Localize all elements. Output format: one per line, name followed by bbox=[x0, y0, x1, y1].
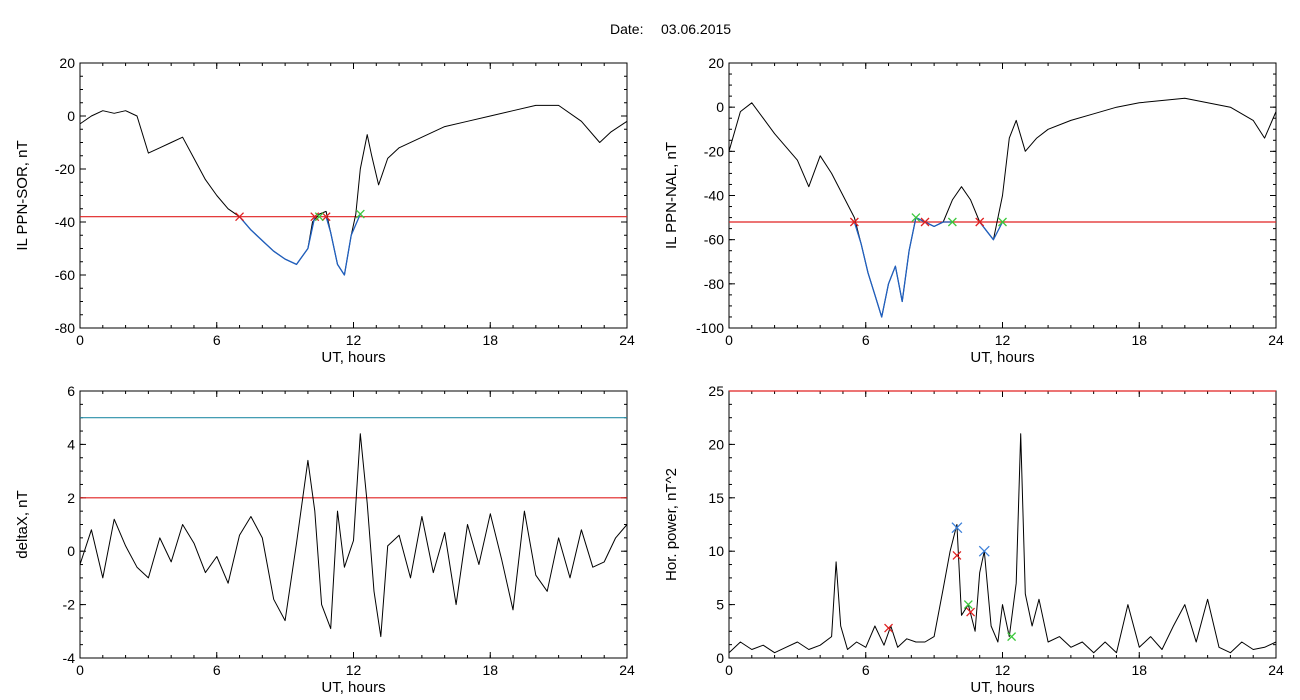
x-tick-label: 24 bbox=[619, 332, 635, 348]
x-tick-label: 12 bbox=[995, 662, 1011, 678]
event-segment-line bbox=[239, 216, 316, 266]
figure-header: Date: 03.06.2015 bbox=[610, 21, 731, 37]
x-tick-label: 0 bbox=[76, 332, 84, 348]
x-tick-label: 24 bbox=[619, 662, 635, 678]
chart-deltax: 0 6 12 18 24 6 4 2 0 -2 -4 UT, hours deltaX, nT bbox=[14, 383, 635, 696]
y-tick-label: 15 bbox=[708, 490, 724, 506]
plot-frame bbox=[79, 62, 628, 329]
x-tick-label: 18 bbox=[1131, 662, 1147, 678]
date-label: Date: bbox=[610, 21, 643, 37]
event-peak-marker bbox=[951, 522, 963, 534]
y-axis-label: deltaX, nT bbox=[14, 490, 31, 558]
chart-ppn-nal: 0 6 12 18 24 20 0 -20 -40 -60 -80 -100 UT, hours IL P… bbox=[663, 55, 1284, 366]
y-tick-label: 25 bbox=[708, 383, 724, 399]
x-tick-label: 24 bbox=[1268, 662, 1284, 678]
event-start-marker bbox=[966, 607, 976, 617]
event-end-marker bbox=[963, 600, 973, 610]
y-tick-label: 20 bbox=[59, 55, 75, 71]
y-tick-label: -60 bbox=[704, 232, 724, 248]
event-end-marker bbox=[911, 213, 921, 223]
y-tick-label: -4 bbox=[63, 650, 76, 666]
event-segment-line bbox=[924, 221, 953, 228]
series-line bbox=[728, 433, 1277, 654]
x-tick-label: 6 bbox=[213, 662, 221, 678]
y-tick-label: 2 bbox=[67, 490, 75, 506]
x-tick-label: 6 bbox=[862, 332, 870, 348]
x-tick-label: 6 bbox=[862, 662, 870, 678]
chart-hor-power: 0 6 12 18 24 25 20 15 10 5 0 UT, hours Hor. power, n… bbox=[663, 383, 1284, 696]
y-tick-label: -100 bbox=[696, 320, 724, 336]
event-start-marker bbox=[235, 212, 245, 222]
x-tick-label: 24 bbox=[1268, 332, 1284, 348]
y-tick-label: -60 bbox=[55, 267, 75, 283]
event-end-marker bbox=[998, 217, 1007, 227]
y-tick-label: -80 bbox=[55, 320, 75, 336]
event-start-marker bbox=[884, 623, 894, 633]
y-axis-label: IL PPN-SOR, nT bbox=[14, 140, 31, 250]
event-segment-line bbox=[325, 213, 361, 276]
y-axis-label: IL PPN-NAL, nT bbox=[663, 142, 680, 249]
event-segment-line bbox=[979, 221, 1004, 241]
y-tick-label: -40 bbox=[704, 188, 724, 204]
x-tick-label: 12 bbox=[995, 332, 1011, 348]
x-tick-label: 6 bbox=[213, 332, 221, 348]
y-tick-label: -20 bbox=[55, 161, 75, 177]
event-end-marker bbox=[1007, 632, 1017, 642]
plot-frame bbox=[79, 390, 628, 659]
y-tick-label: -40 bbox=[55, 214, 75, 230]
event-start-marker bbox=[321, 212, 331, 222]
y-tick-label: 0 bbox=[67, 108, 75, 124]
y-tick-label: 20 bbox=[708, 436, 724, 452]
event-end-marker bbox=[355, 209, 365, 219]
x-tick-label: 18 bbox=[1131, 332, 1147, 348]
series-line bbox=[728, 97, 1277, 318]
y-tick-label: -80 bbox=[704, 276, 724, 292]
y-tick-label: 5 bbox=[716, 597, 724, 613]
event-start-marker bbox=[849, 217, 859, 227]
event-peak-marker bbox=[978, 545, 990, 557]
y-tick-label: 0 bbox=[67, 543, 75, 559]
chart-ppn-sor: 0 6 12 18 24 20 0 -20 -40 -60 -80 UT, hours IL PPN-S… bbox=[14, 55, 635, 366]
event-end-marker bbox=[314, 212, 324, 222]
y-tick-label: 0 bbox=[716, 99, 724, 115]
y-tick-label: 10 bbox=[708, 543, 724, 559]
y-tick-label: -20 bbox=[704, 143, 724, 159]
x-axis-label: UT, hours bbox=[321, 349, 385, 366]
y-tick-label: 20 bbox=[708, 55, 724, 71]
x-tick-label: 0 bbox=[725, 662, 733, 678]
y-axis-label: Hor. power, nT^2 bbox=[663, 468, 680, 581]
x-tick-label: 12 bbox=[346, 662, 362, 678]
plot-frame bbox=[728, 390, 1277, 659]
series-line bbox=[79, 433, 628, 638]
y-tick-label: 0 bbox=[716, 650, 724, 666]
date-value: 03.06.2015 bbox=[661, 21, 731, 37]
x-tick-label: 18 bbox=[482, 332, 498, 348]
x-axis-label: UT, hours bbox=[970, 349, 1034, 366]
event-end-marker bbox=[947, 217, 957, 227]
y-tick-label: 4 bbox=[67, 436, 75, 452]
x-tick-label: 18 bbox=[482, 662, 498, 678]
event-segment-line bbox=[853, 216, 926, 318]
x-axis-label: UT, hours bbox=[321, 679, 385, 696]
y-tick-label: 6 bbox=[67, 383, 75, 399]
series-line bbox=[79, 104, 628, 276]
x-tick-label: 12 bbox=[346, 332, 362, 348]
x-tick-label: 0 bbox=[725, 332, 733, 348]
y-tick-label: -2 bbox=[63, 597, 76, 613]
event-start-marker bbox=[920, 217, 930, 227]
event-start-marker bbox=[952, 551, 962, 560]
x-axis-label: UT, hours bbox=[970, 679, 1034, 696]
x-tick-label: 0 bbox=[76, 662, 84, 678]
event-start-marker bbox=[975, 217, 985, 227]
